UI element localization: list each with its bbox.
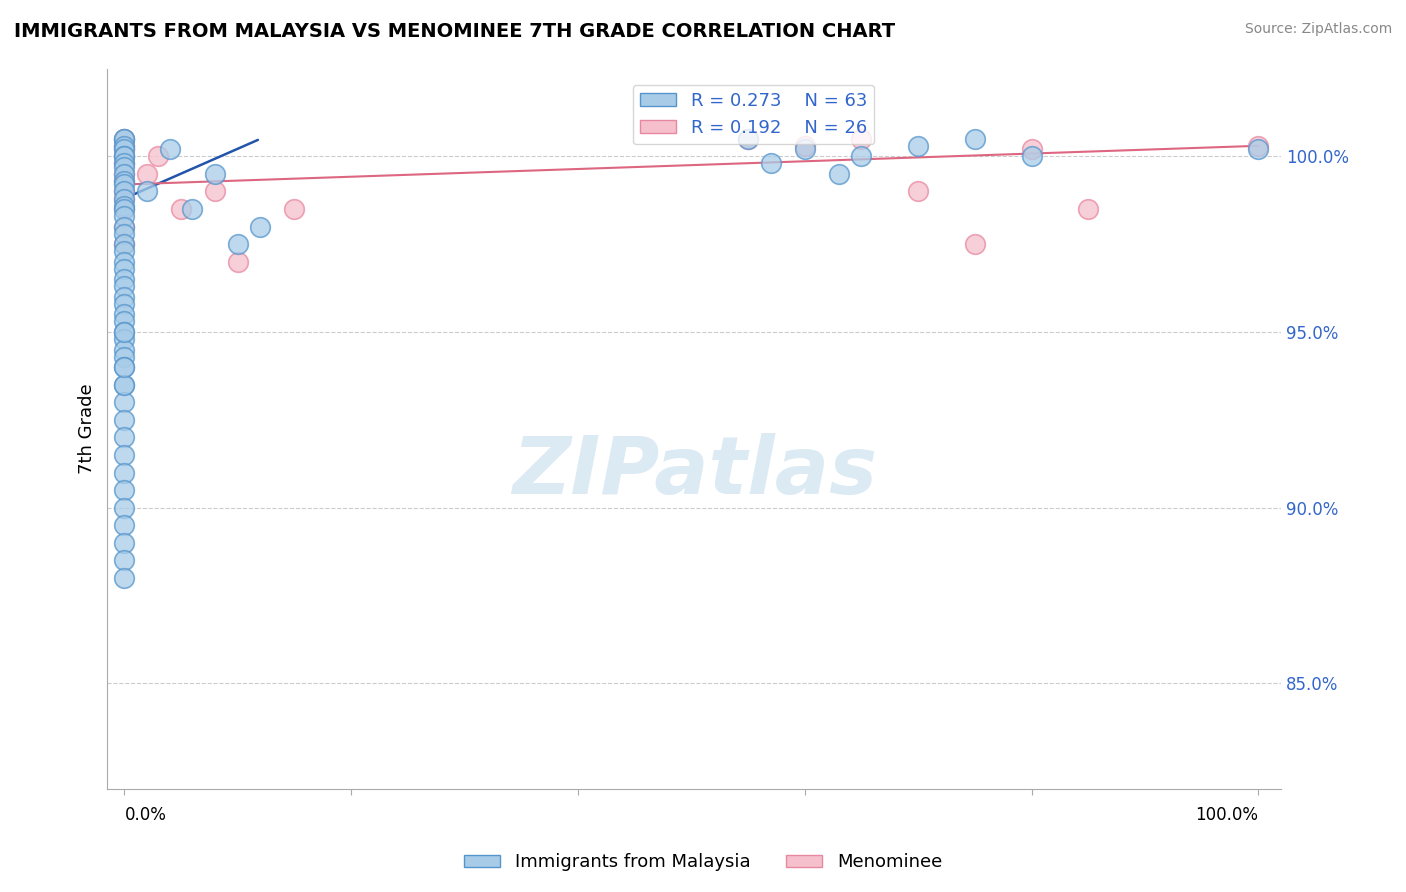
Point	[112, 219, 135, 234]
Point	[112, 518, 135, 533]
Point	[112, 167, 135, 181]
Point	[1021, 149, 1043, 163]
Point	[1247, 142, 1270, 156]
Point	[112, 350, 135, 364]
Point	[112, 261, 135, 276]
Point	[226, 237, 249, 252]
Point	[249, 219, 271, 234]
Point	[112, 290, 135, 304]
Point	[136, 167, 159, 181]
Point	[112, 167, 135, 181]
Point	[112, 156, 135, 170]
Point	[112, 325, 135, 339]
Point	[136, 185, 159, 199]
Point	[112, 325, 135, 339]
Point	[112, 536, 135, 550]
Point	[112, 185, 135, 199]
Point	[204, 167, 226, 181]
Point	[112, 360, 135, 375]
Point	[1077, 202, 1099, 216]
Point	[851, 149, 873, 163]
Point	[112, 174, 135, 188]
Point	[112, 254, 135, 268]
Point	[112, 500, 135, 515]
Point	[204, 185, 226, 199]
Point	[159, 142, 181, 156]
Point	[793, 142, 815, 156]
Point	[112, 149, 135, 163]
Point	[112, 178, 135, 192]
Point	[283, 202, 305, 216]
Point	[1021, 142, 1043, 156]
Text: ZIPatlas: ZIPatlas	[512, 433, 877, 511]
Point	[112, 237, 135, 252]
Point	[112, 198, 135, 212]
Point	[112, 395, 135, 409]
Point	[112, 202, 135, 216]
Point	[112, 332, 135, 346]
Point	[112, 297, 135, 311]
Point	[759, 156, 782, 170]
Point	[112, 308, 135, 322]
Point	[907, 185, 929, 199]
Point	[112, 413, 135, 427]
Point	[112, 138, 135, 153]
Point	[112, 553, 135, 567]
Point	[112, 192, 135, 206]
Point	[963, 237, 986, 252]
Point	[112, 343, 135, 357]
Point	[851, 132, 873, 146]
Point	[181, 202, 204, 216]
Point	[112, 209, 135, 223]
Point	[112, 272, 135, 286]
Point	[112, 314, 135, 328]
Point	[226, 254, 249, 268]
Point	[112, 149, 135, 163]
Point	[828, 167, 851, 181]
Legend: R = 0.273    N = 63, R = 0.192    N = 26: R = 0.273 N = 63, R = 0.192 N = 26	[633, 85, 875, 145]
Point	[112, 160, 135, 174]
Point	[963, 132, 986, 146]
Point	[148, 149, 170, 163]
Point	[112, 377, 135, 392]
Text: IMMIGRANTS FROM MALAYSIA VS MENOMINEE 7TH GRADE CORRELATION CHART: IMMIGRANTS FROM MALAYSIA VS MENOMINEE 7T…	[14, 22, 896, 41]
Point	[112, 483, 135, 497]
Point	[737, 132, 759, 146]
Point	[112, 360, 135, 375]
Point	[112, 571, 135, 585]
Legend: Immigrants from Malaysia, Menominee: Immigrants from Malaysia, Menominee	[457, 847, 949, 879]
Point	[112, 142, 135, 156]
Point	[737, 132, 759, 146]
Y-axis label: 7th Grade: 7th Grade	[79, 384, 96, 474]
Point	[112, 156, 135, 170]
Point	[112, 132, 135, 146]
Point	[112, 142, 135, 156]
Point	[112, 192, 135, 206]
Text: 100.0%: 100.0%	[1195, 806, 1258, 824]
Point	[112, 132, 135, 146]
Point	[793, 138, 815, 153]
Point	[907, 138, 929, 153]
Text: Source: ZipAtlas.com: Source: ZipAtlas.com	[1244, 22, 1392, 37]
Point	[112, 227, 135, 241]
Point	[112, 244, 135, 259]
Point	[1247, 138, 1270, 153]
Point	[112, 185, 135, 199]
Point	[112, 149, 135, 163]
Point	[112, 174, 135, 188]
Point	[112, 219, 135, 234]
Point	[112, 237, 135, 252]
Point	[170, 202, 193, 216]
Point	[112, 448, 135, 462]
Text: 0.0%: 0.0%	[124, 806, 166, 824]
Point	[112, 279, 135, 293]
Point	[112, 202, 135, 216]
Point	[112, 377, 135, 392]
Point	[112, 466, 135, 480]
Point	[112, 132, 135, 146]
Point	[112, 138, 135, 153]
Point	[112, 430, 135, 444]
